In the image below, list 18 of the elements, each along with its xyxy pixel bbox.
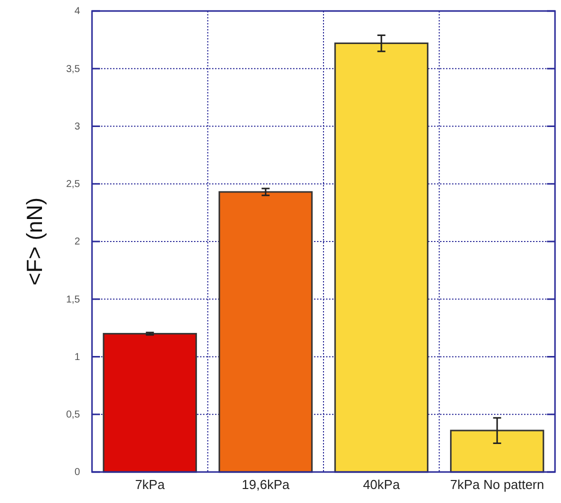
x-tick-label: 19,6kPa	[242, 477, 290, 492]
bar	[218, 191, 313, 473]
y-tick-label: 3,5	[66, 64, 80, 75]
y-tick-label: 0,5	[66, 410, 80, 421]
y-tick-label: 1	[74, 352, 80, 363]
bar	[450, 430, 544, 473]
bar	[334, 42, 428, 473]
y-tick-label: 0	[74, 467, 80, 478]
y-tick-label: 1,5	[66, 294, 80, 306]
x-tick-label: 7kPa No pattern	[450, 477, 544, 492]
x-tick-label: 40kPa	[362, 477, 401, 492]
y-tick-label: 3	[74, 121, 80, 132]
y-tick-label: 2	[74, 236, 80, 248]
bar	[102, 332, 197, 473]
x-tick-label: 7kPa	[135, 477, 166, 492]
y-tick-label: 4	[74, 6, 80, 18]
y-tick-label: 2,5	[66, 179, 80, 190]
y-axis-title: <F> (nN)	[22, 197, 47, 286]
